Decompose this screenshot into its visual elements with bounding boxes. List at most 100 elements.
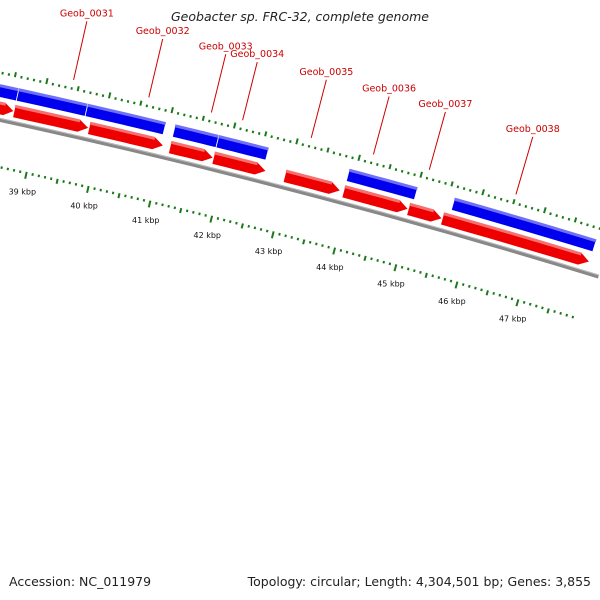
forward-gene-highlight-5	[218, 135, 269, 151]
forward-gene-highlight-7	[454, 197, 597, 243]
gene-label-leader	[515, 136, 534, 195]
outer-tick	[512, 198, 516, 205]
outer-tick	[170, 107, 174, 114]
scale-tick	[553, 310, 556, 314]
outer-tick	[183, 113, 186, 117]
outer-tick	[164, 108, 167, 112]
reverse-gene-highlight-8	[409, 202, 435, 213]
outer-tick	[51, 82, 55, 86]
genome-backbone	[0, 117, 600, 279]
scale-label: 45 kbp	[377, 280, 405, 289]
scale-tick	[198, 212, 201, 216]
scale-tick	[68, 181, 72, 185]
scale-tick	[437, 276, 441, 280]
outer-tick	[332, 151, 336, 155]
outer-tick	[338, 153, 342, 156]
outer-tick	[26, 77, 29, 81]
scale-tick	[284, 234, 287, 238]
outer-tick	[307, 144, 311, 148]
outer-tick	[214, 121, 217, 125]
outer-tick	[232, 122, 237, 129]
reverse-gene-9	[440, 211, 591, 266]
scale-tick	[492, 291, 496, 295]
reverse-gene-highlight-3	[89, 121, 156, 140]
outer-tick	[468, 188, 472, 192]
scale-tick	[449, 279, 453, 283]
scale-tick	[74, 182, 78, 186]
scale-tick	[55, 178, 59, 184]
outer-tick	[13, 72, 17, 78]
scale-tick	[155, 201, 158, 205]
scale-label: 42 kbp	[194, 231, 222, 240]
outer-tick	[499, 197, 503, 201]
outer-tick	[133, 101, 136, 105]
outer-tick	[264, 131, 268, 137]
scale-tick	[173, 206, 177, 210]
outer-tick	[101, 94, 105, 98]
scale-tick	[498, 293, 502, 297]
scale-tick	[179, 207, 183, 214]
gene-label-geob-0032: Geob_0032	[136, 26, 190, 37]
scale-tick	[468, 284, 471, 288]
scale-tick	[222, 218, 226, 222]
outer-tick	[400, 169, 404, 173]
outer-tick	[32, 78, 36, 82]
outer-tick	[413, 173, 416, 177]
scale-tick	[80, 184, 84, 188]
reverse-gene-highlight-6	[285, 169, 333, 185]
outer-tick	[481, 189, 485, 196]
scale-tick	[24, 171, 28, 179]
outer-tick	[201, 115, 205, 121]
outer-tick	[270, 135, 273, 139]
outer-tick	[419, 171, 423, 178]
scale-tick	[278, 232, 281, 236]
gene-label-leader	[73, 21, 88, 81]
reverse-gene-6	[282, 169, 342, 195]
scale-tick	[406, 267, 410, 271]
outer-tick	[444, 181, 447, 185]
scale-tick	[235, 221, 238, 225]
scale-tick	[302, 239, 306, 245]
scale-tick	[18, 170, 22, 174]
scale-tick	[528, 302, 532, 306]
scale-tick	[461, 283, 465, 287]
outer-tick	[57, 84, 61, 88]
outer-tick	[158, 107, 161, 111]
scale-tick	[49, 177, 53, 181]
scale-tick	[62, 180, 65, 183]
outer-tick	[220, 122, 224, 126]
scale-tick	[37, 174, 41, 178]
outer-tick	[487, 194, 491, 198]
outer-tick	[475, 190, 478, 194]
scale-tick	[86, 185, 90, 194]
scale-tick	[400, 265, 404, 269]
scale-tick	[522, 300, 526, 304]
gene-label-leader	[428, 111, 446, 170]
forward-gene-highlight-4	[174, 124, 220, 138]
outer-tick	[369, 161, 373, 165]
scale-tick	[474, 286, 477, 290]
scale-tick	[111, 191, 115, 195]
outer-tick	[438, 180, 441, 184]
outer-tick	[555, 214, 558, 218]
gene-label-leader	[210, 54, 227, 113]
scale-tick	[370, 257, 373, 261]
scale-tick	[265, 229, 269, 233]
scale-tick	[357, 253, 361, 257]
outer-tick	[326, 147, 330, 153]
reverse-gene-highlight-2	[14, 104, 81, 123]
outer-tick	[145, 104, 149, 108]
gene-label-geob-0037: Geob_0037	[418, 99, 472, 110]
outer-tick	[376, 163, 379, 166]
forward-gene-highlight-2	[18, 88, 88, 107]
outer-tick	[382, 164, 385, 168]
scale-tick	[443, 277, 447, 281]
scale-tick	[247, 224, 251, 228]
reverse-gene-highlight-5	[214, 151, 258, 166]
scale-tick	[253, 226, 257, 230]
scale-tick	[382, 260, 386, 264]
outer-tick	[139, 100, 143, 106]
scale-tick	[161, 203, 164, 207]
scale-tick	[515, 299, 520, 307]
scale-label: 40 kbp	[70, 201, 98, 210]
